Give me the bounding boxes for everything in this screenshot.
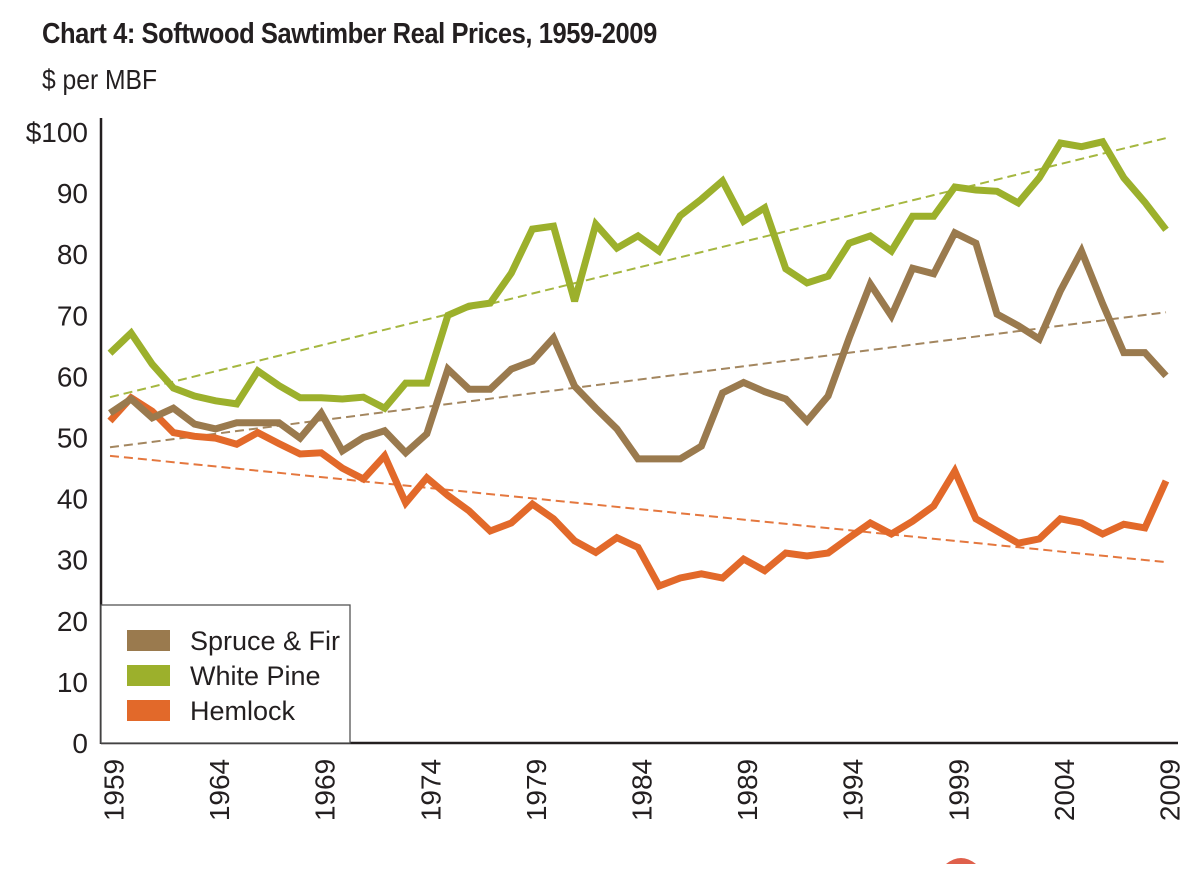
legend-swatch	[127, 665, 170, 686]
y-tick-label: 80	[57, 239, 88, 270]
x-tick-label: 1984	[627, 759, 658, 821]
x-tick-label: 1959	[99, 759, 130, 821]
trendline-spruce-fir	[109, 311, 1167, 449]
legend: Spruce & Fir White Pine Hemlock	[100, 604, 351, 744]
trendlines	[109, 137, 1167, 564]
series-line-spruce-fir	[108, 228, 1169, 463]
decoration	[946, 858, 976, 864]
legend-label: White Pine	[190, 661, 321, 691]
chart-subtitle: $ per MBF	[42, 64, 158, 95]
x-tick-label: 1964	[204, 759, 235, 821]
series-lines	[107, 137, 1170, 591]
legend-label: Spruce & Fir	[190, 626, 340, 656]
legend-label: Hemlock	[190, 696, 296, 726]
legend-swatch	[127, 700, 170, 721]
y-tick-label: 50	[57, 423, 88, 454]
trendline-white-pine	[109, 137, 1167, 399]
y-tick-label: $100	[26, 117, 88, 148]
legend-swatch	[127, 630, 170, 651]
x-axis: 1959 1964 1969 1974 1979 1984 1989 1994 1999 2004…	[99, 741, 1186, 821]
trendline-hemlock	[109, 454, 1167, 564]
x-tick-label: 1994	[838, 759, 869, 821]
y-axis: 0 10 20 30 40 50 60 70 80 90 $100	[26, 117, 103, 759]
y-tick-label: 30	[57, 545, 88, 576]
y-tick-label: 70	[57, 300, 88, 331]
x-tick-label: 1989	[732, 759, 763, 821]
x-tick-label: 1969	[310, 759, 341, 821]
y-tick-label: 60	[57, 361, 88, 392]
x-tick-label: 1999	[943, 759, 974, 821]
y-tick-label: 20	[57, 606, 88, 637]
chart-title: Chart 4: Softwood Sawtimber Real Prices,…	[42, 18, 657, 50]
x-tick-label: 1974	[415, 759, 446, 821]
decorative-arc	[946, 858, 976, 864]
y-tick-label: 40	[57, 484, 88, 515]
x-tick-label: 2004	[1049, 759, 1080, 821]
y-tick-label: 0	[72, 728, 88, 759]
series-line-white-pine	[107, 137, 1169, 413]
x-tick-label: 1979	[521, 759, 552, 821]
y-tick-label: 10	[57, 667, 88, 698]
x-tick-label: 2009	[1155, 759, 1186, 821]
y-tick-label: 90	[57, 178, 88, 209]
